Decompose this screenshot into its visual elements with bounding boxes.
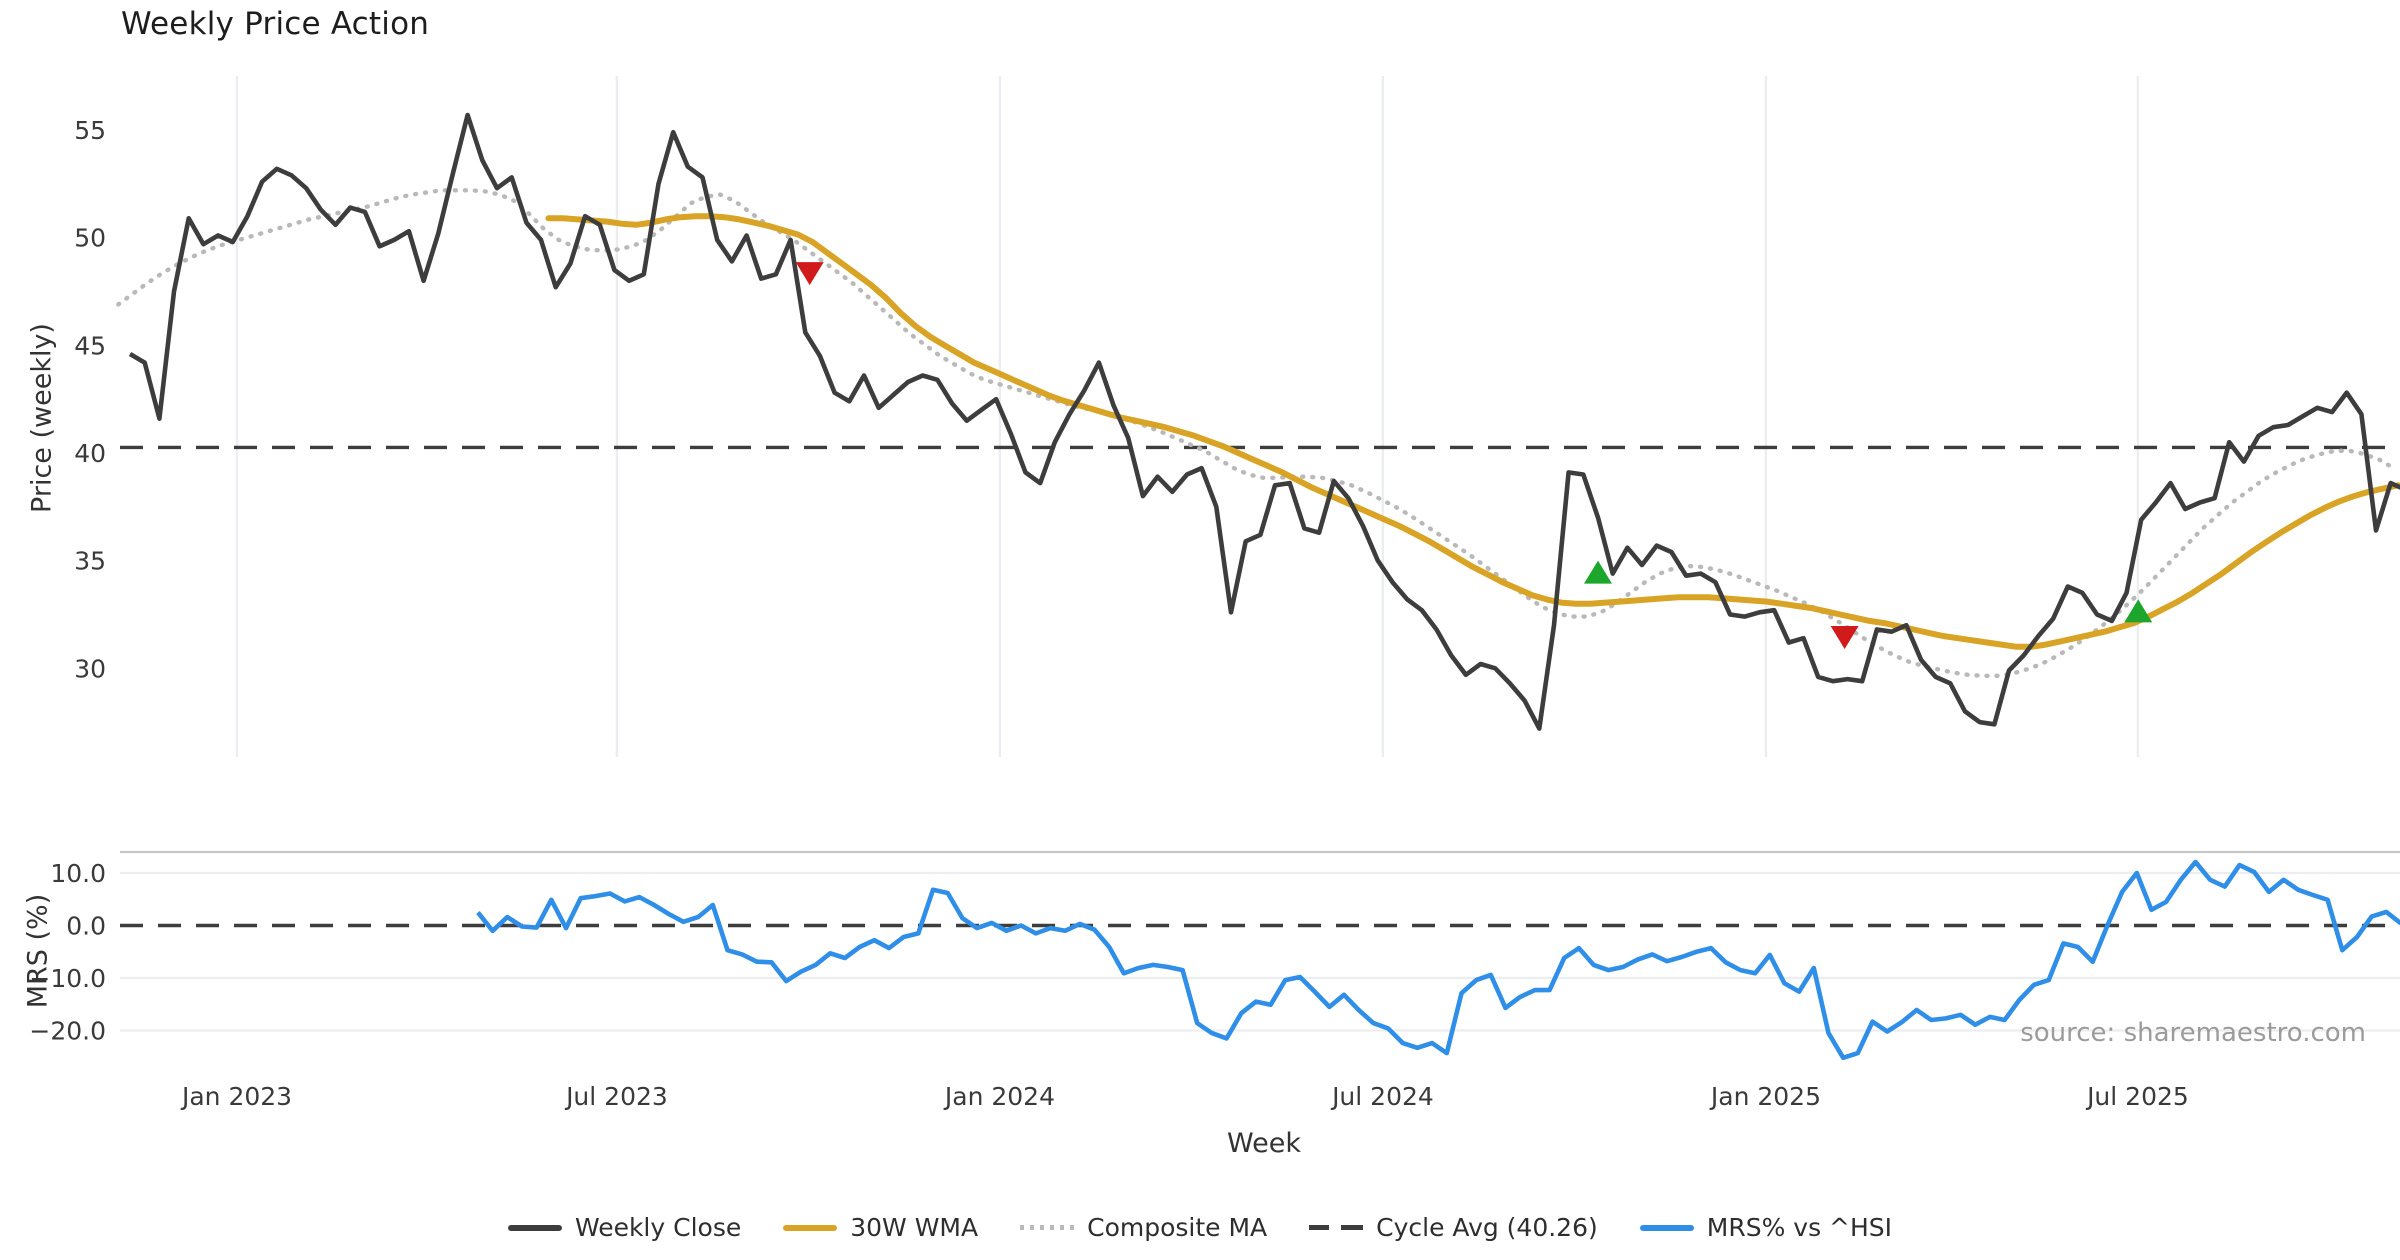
legend-label: Composite MA (1087, 1213, 1268, 1242)
legend-item: Composite MA (1020, 1213, 1267, 1242)
legend-swatch-solid (507, 1224, 562, 1231)
weekly-close-line (128, 112, 2400, 731)
legend-item: Weekly Close (507, 1213, 742, 1242)
mrs-ytick-label: 0.0 (66, 912, 106, 941)
source-note: source: sharemaestro.com (2020, 1018, 2366, 1048)
x-tick-label: Jul 2023 (564, 1082, 668, 1111)
x-tick-label: Jan 2024 (943, 1082, 1055, 1111)
buy-marker-icon (1584, 560, 1612, 584)
sell-marker-icon (1830, 626, 1859, 650)
legend-item: MRS% vs ^HSI (1639, 1213, 1893, 1242)
legend-swatch-dotted (1020, 1225, 1075, 1230)
x-axis-label: Week (1227, 1128, 1301, 1159)
legend-item: Cycle Avg (40.26) (1309, 1213, 1598, 1242)
sell-marker-icon (795, 262, 824, 286)
mrs-ytick-label: −20.0 (29, 1017, 106, 1046)
legend-label: 30W WMA (850, 1213, 979, 1242)
buy-marker-icon (2124, 599, 2153, 623)
price-ytick-label: 45 (74, 331, 106, 360)
x-tick-label: Jan 2023 (180, 1082, 292, 1111)
price-ytick-label: 35 (74, 547, 106, 576)
legend-swatch-solid (1639, 1224, 1694, 1231)
mrs-ytick-label: −10.0 (29, 964, 106, 993)
gridlines (120, 76, 2400, 1032)
legend-item: 30W WMA (783, 1213, 978, 1242)
composite-ma-line (116, 188, 2396, 678)
series-lines (116, 112, 2400, 1061)
legend-label: Weekly Close (574, 1213, 742, 1242)
price-ytick-label: 55 (74, 116, 106, 145)
x-tick-label: Jul 2025 (2085, 1082, 2189, 1111)
signal-markers (795, 262, 2153, 650)
mrs-line (476, 859, 2400, 1061)
legend-label: Cycle Avg (40.26) (1376, 1213, 1598, 1242)
legend-label: MRS% vs ^HSI (1706, 1213, 1893, 1242)
mrs-ytick-label: 10.0 (50, 859, 106, 888)
price-ytick-label: 40 (74, 439, 106, 468)
price-ytick-label: 50 (74, 224, 106, 253)
x-tick-label: Jul 2024 (1330, 1082, 1434, 1111)
mrs-axis-label: MRS (%) (22, 893, 54, 1009)
price-ytick-label: 30 (74, 654, 106, 683)
legend-swatch-solid (783, 1224, 838, 1231)
legend-swatch-dashed (1309, 1225, 1364, 1230)
axis-tick-labels: 55 50 45 40 35 30 10.0 0.0 −10.0 −20.0 Jan 2023 Jul… (29, 116, 2188, 1111)
x-tick-label: Jan 2025 (1709, 1082, 1821, 1111)
page-title: Weekly Price Action (121, 6, 430, 42)
legend: Weekly Close 30W WMA Composite MA Cycle Avg… (0, 1213, 2400, 1242)
price-axis-label: Price (weekly) (26, 323, 58, 513)
wma-30w-line (545, 213, 2400, 650)
